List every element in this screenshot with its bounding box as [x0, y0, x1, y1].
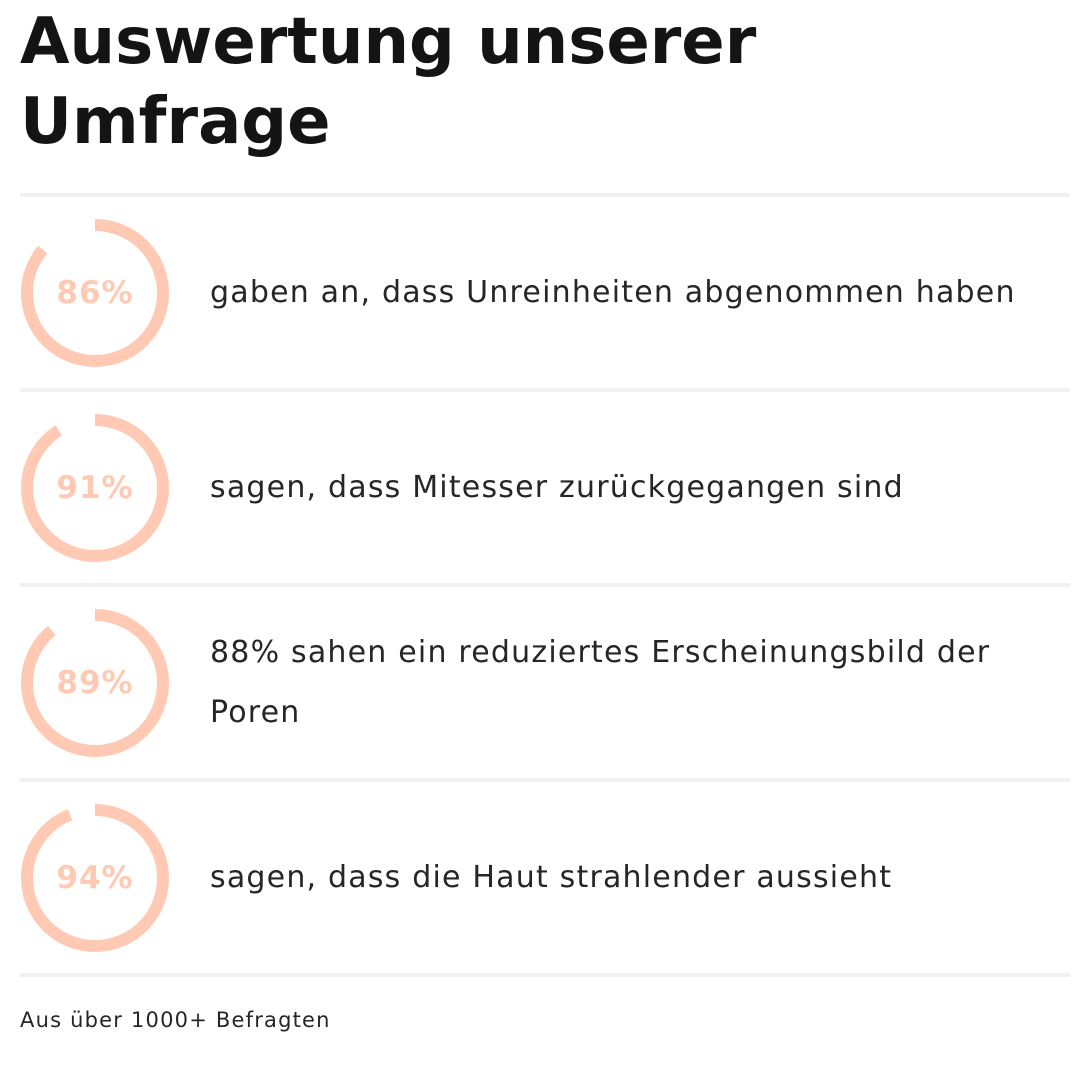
- divider: [20, 778, 1070, 782]
- progress-ring-percent: 86%: [56, 274, 134, 311]
- progress-ring: 91%: [20, 413, 170, 563]
- stat-description: gaben an, dass Unreinheiten abgenommen h…: [210, 274, 1016, 310]
- progress-ring-percent: 94%: [56, 859, 134, 896]
- divider: [20, 583, 1070, 587]
- stat-row: 89% 88% sahen ein reduziertes Erscheinun…: [20, 587, 1070, 778]
- stat-description: 88% sahen ein reduziertes Erscheinungsbi…: [210, 634, 991, 730]
- progress-ring-percent: 89%: [56, 664, 134, 701]
- survey-results: 86% gaben an, dass Unreinheiten abgenomm…: [20, 193, 1070, 977]
- progress-ring-arc: [21, 413, 169, 562]
- stat-row: 86% gaben an, dass Unreinheiten abgenomm…: [20, 197, 1070, 388]
- stat-row: 91% sagen, dass Mitesser zurückgegangen …: [20, 392, 1070, 583]
- progress-ring: 94%: [20, 803, 170, 953]
- stat-description: sagen, dass Mitesser zurückgegangen sind: [210, 469, 904, 505]
- divider: [20, 973, 1070, 977]
- footnote: Aus über 1000+ Befragten: [20, 1008, 331, 1032]
- progress-ring-arc: [21, 803, 169, 952]
- stat-row: 94% sagen, dass die Haut strahlender aus…: [20, 782, 1070, 973]
- progress-ring-percent: 91%: [56, 469, 134, 506]
- stat-description: sagen, dass die Haut strahlender aussieh…: [210, 859, 893, 895]
- progress-ring: 89%: [20, 608, 170, 758]
- divider: [20, 193, 1070, 197]
- progress-ring-arc: [21, 218, 169, 367]
- progress-ring-arc: [21, 608, 169, 757]
- divider: [20, 388, 1070, 392]
- page-title: Auswertung unserer Umfrage: [20, 5, 757, 159]
- progress-ring: 86%: [20, 218, 170, 368]
